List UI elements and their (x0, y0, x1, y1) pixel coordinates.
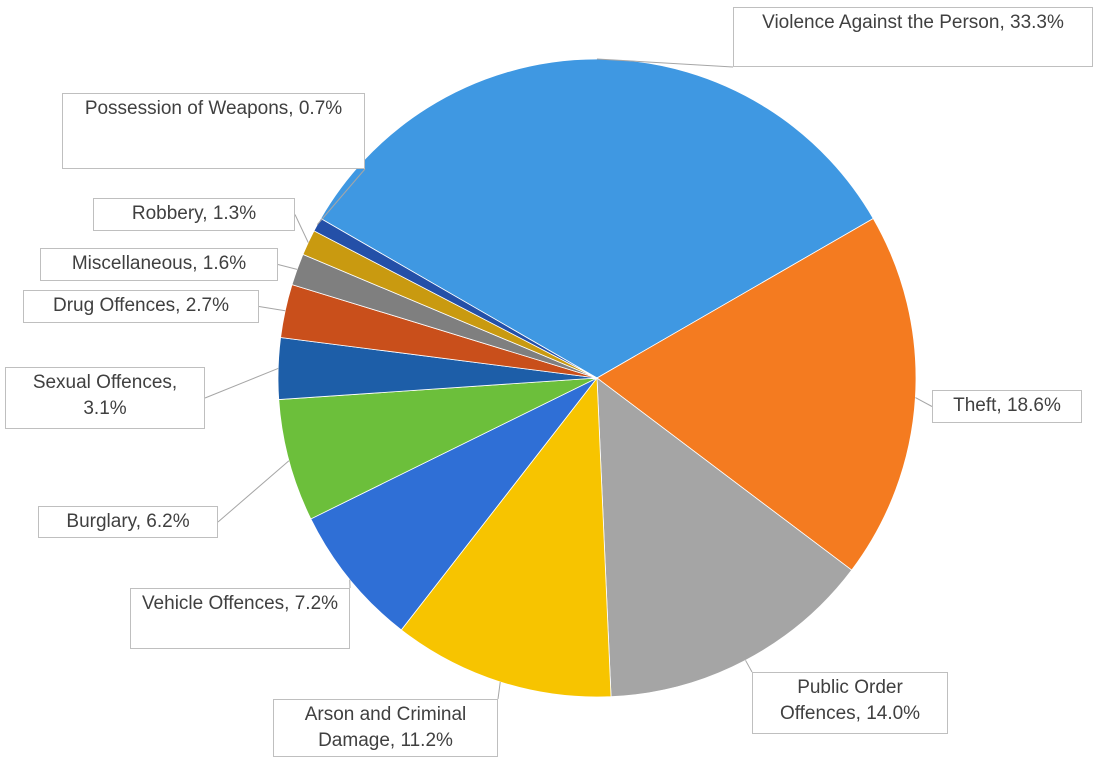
data-label: Burglary, 6.2% (38, 506, 218, 538)
leader-line (277, 264, 298, 270)
data-label: Robbery, 1.3% (93, 198, 295, 231)
data-label: Public Order Offences, 14.0% (752, 672, 948, 734)
leader-line (294, 214, 309, 243)
pie-slice: Burglary (278, 377, 598, 520)
data-label: Miscellaneous, 1.6% (40, 248, 278, 281)
data-label: Drug Offences, 2.7% (23, 290, 259, 323)
data-label: Arson and Criminal Damage, 11.2% (273, 699, 498, 757)
data-label: Theft, 18.6% (932, 390, 1082, 423)
leader-line (204, 368, 279, 399)
data-label: Vehicle Offences, 7.2% (130, 588, 350, 649)
leader-line (596, 58, 734, 68)
leader-line (497, 681, 501, 700)
leader-line (745, 660, 753, 673)
pie-slice: Vehicle Offences (310, 377, 598, 631)
data-label: Sexual Offences, 3.1% (5, 367, 205, 429)
data-label: Possession of Weapons, 0.7% (62, 93, 365, 169)
pie-slice: Theft (596, 217, 917, 571)
leader-line (217, 460, 290, 523)
data-label: Violence Against the Person, 33.3% (733, 7, 1093, 67)
leader-line (316, 168, 366, 225)
pie-slice: Public Order Offences (596, 377, 853, 698)
leader-line (915, 397, 933, 407)
leader-line (258, 306, 286, 312)
